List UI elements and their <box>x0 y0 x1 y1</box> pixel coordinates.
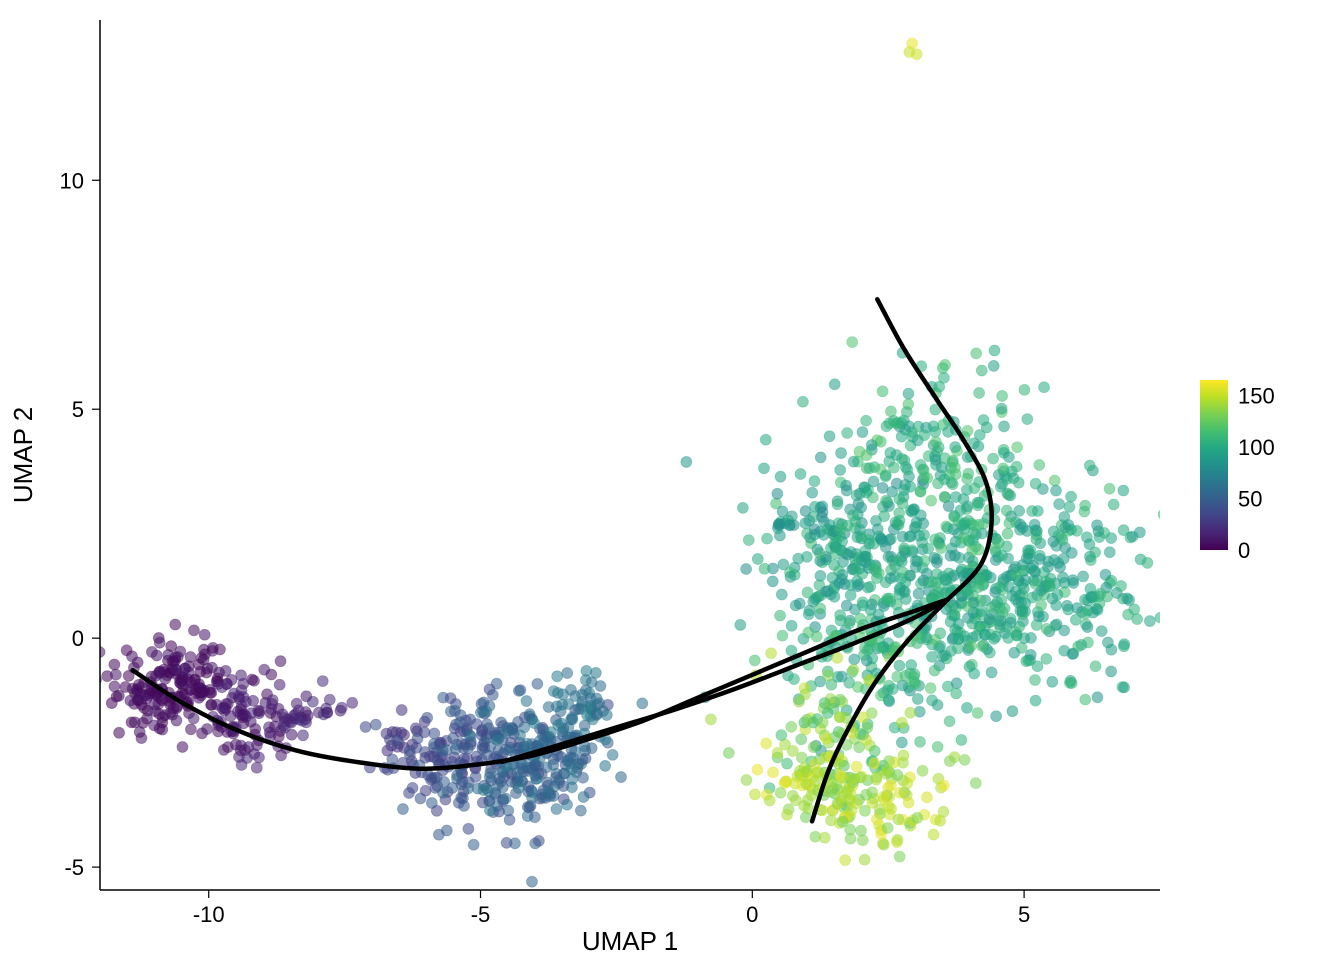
x-tick-label: -5 <box>471 902 491 927</box>
chart-svg: -10 -5 0 5 -5 0 5 10 UMAP 1 UMAP 2 0 50 100 150 <box>0 0 1344 960</box>
colorbar-tick-label: 150 <box>1238 383 1275 408</box>
colorbar-tick-label: 100 <box>1238 435 1275 460</box>
y-tick-label: 5 <box>72 397 84 422</box>
x-axis-title: UMAP 1 <box>582 926 678 956</box>
y-axis-title: UMAP 2 <box>8 407 38 503</box>
colorbar-tick-label: 50 <box>1238 486 1262 511</box>
colorbar <box>1200 380 1228 550</box>
y-tick-label: 0 <box>72 626 84 651</box>
x-tick-label: 0 <box>746 902 758 927</box>
umap-scatter-chart: -10 -5 0 5 -5 0 5 10 UMAP 1 UMAP 2 0 50 100 150 <box>0 0 1344 960</box>
x-tick-label: 5 <box>1018 902 1030 927</box>
y-tick-label: 10 <box>60 168 84 193</box>
x-tick-label: -10 <box>193 902 225 927</box>
y-tick-label: -5 <box>64 855 84 880</box>
colorbar-tick-label: 0 <box>1238 538 1250 563</box>
